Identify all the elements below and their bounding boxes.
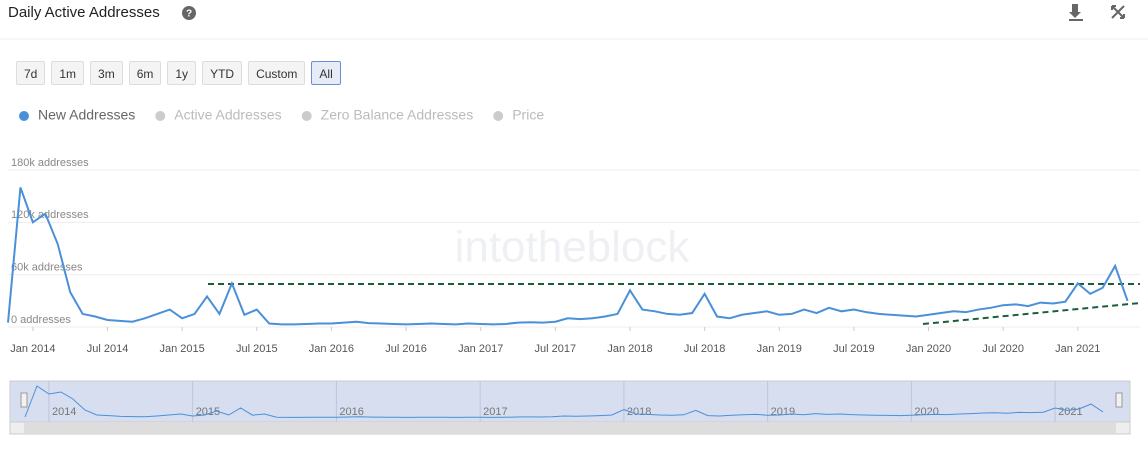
x-tick-label: Jan 2018	[607, 343, 652, 355]
fullscreen-icon[interactable]	[1111, 5, 1125, 19]
data-line	[7, 187, 1129, 326]
x-tick-label: Jan 2019	[757, 343, 802, 355]
navigator-line	[24, 385, 1104, 418]
x-tick-label: Jan 2021	[1055, 343, 1100, 355]
x-tick-label: Jul 2017	[535, 343, 577, 355]
navigator-label: 2021	[1058, 406, 1082, 418]
legend-label[interactable]: Active Addresses	[174, 107, 281, 123]
range-button[interactable]: 3m	[90, 61, 123, 85]
x-tick-label: Jul 2015	[236, 343, 278, 355]
trend-line	[922, 302, 1141, 325]
x-tick-label: Jul 2018	[684, 343, 726, 355]
legend-marker	[301, 111, 312, 121]
legend-label[interactable]: New Addresses	[38, 107, 135, 123]
help-mark: ?	[186, 9, 192, 20]
range-button[interactable]: 1m	[51, 61, 85, 85]
x-tick-label: Jul 2016	[385, 343, 427, 355]
x-tick-label: Jan 2017	[458, 343, 503, 355]
x-tick-label: Jul 2014	[87, 343, 129, 355]
legend-label[interactable]: Zero Balance Addresses	[321, 107, 474, 123]
legend-label[interactable]: Price	[512, 107, 544, 123]
download-icon[interactable]	[1069, 4, 1083, 21]
x-tick-label: Jan 2016	[309, 343, 354, 355]
scrollbar-thumb[interactable]	[24, 423, 1116, 433]
navigator-label: 2017	[483, 406, 507, 418]
navigator-label: 2020	[914, 406, 938, 418]
legend-marker	[493, 111, 504, 121]
navigator-handle[interactable]	[1115, 392, 1123, 408]
range-button[interactable]: 7d	[16, 61, 46, 85]
navigator-handle[interactable]	[20, 392, 28, 408]
navigator-label: 2016	[339, 406, 363, 418]
range-button[interactable]: All	[311, 61, 341, 85]
x-tick-label: Jan 2015	[160, 343, 205, 355]
navigator-label: 2019	[771, 406, 795, 418]
y-tick-label: 0 addresses	[11, 314, 71, 326]
navigator-label: 2014	[52, 406, 76, 418]
navigator-label: 2015	[196, 406, 220, 418]
watermark: intotheblock	[455, 223, 691, 272]
x-tick-label: Jul 2020	[982, 343, 1024, 355]
y-tick-label: 180k addresses	[11, 157, 89, 169]
range-button[interactable]: 6m	[128, 61, 162, 85]
y-tick-label: 120k addresses	[11, 209, 89, 221]
navigator-label: 2018	[627, 406, 651, 418]
x-tick-label: Jan 2020	[906, 343, 951, 355]
legend-marker	[155, 111, 166, 121]
y-tick-label: 60k addresses	[11, 262, 83, 274]
chart-title: Daily Active Addresses	[8, 4, 160, 21]
x-tick-label: Jul 2019	[833, 343, 875, 355]
range-button[interactable]: 1y	[167, 61, 197, 85]
range-button[interactable]: YTD	[202, 61, 243, 85]
range-button[interactable]: Custom	[248, 61, 306, 85]
legend-marker	[19, 111, 29, 121]
help-icon[interactable]	[182, 6, 196, 20]
x-tick-label: Jan 2014	[10, 343, 55, 355]
